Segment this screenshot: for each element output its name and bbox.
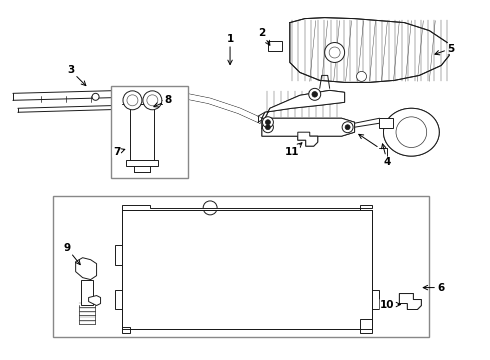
Polygon shape [162,92,262,123]
Polygon shape [360,319,371,333]
Polygon shape [115,245,122,265]
Text: 1: 1 [226,33,234,64]
Polygon shape [75,258,97,280]
Polygon shape [290,18,449,82]
Polygon shape [81,280,93,305]
Circle shape [143,91,162,110]
Text: 2: 2 [258,28,270,45]
Circle shape [325,42,344,62]
Polygon shape [130,104,154,162]
Polygon shape [122,328,130,333]
Circle shape [345,125,350,130]
Polygon shape [89,296,100,306]
Circle shape [342,122,353,133]
Circle shape [127,95,138,106]
Polygon shape [122,205,371,210]
Circle shape [203,201,217,215]
Text: 6: 6 [423,283,445,293]
Polygon shape [122,210,371,329]
Polygon shape [122,100,162,104]
Bar [379,118,393,128]
Circle shape [266,120,270,125]
Text: 8: 8 [154,95,172,107]
Text: 3: 3 [67,66,86,86]
Text: 9: 9 [63,243,80,265]
Text: 11: 11 [285,143,302,157]
Bar [268,41,282,50]
Polygon shape [262,118,355,136]
Circle shape [123,91,142,110]
Circle shape [263,122,273,133]
Bar [53,196,429,337]
Circle shape [92,93,99,100]
Text: 4: 4 [382,144,391,167]
Circle shape [266,125,270,130]
Text: 10: 10 [380,300,400,310]
Circle shape [147,95,158,106]
Circle shape [312,91,318,97]
Polygon shape [115,289,122,310]
Polygon shape [262,90,344,118]
Polygon shape [298,132,318,146]
Polygon shape [399,293,421,310]
Bar [111,86,188,178]
Text: 7: 7 [113,147,125,157]
Polygon shape [384,108,439,156]
Polygon shape [371,289,379,310]
Text: 5: 5 [435,44,455,55]
Circle shape [329,47,340,58]
Polygon shape [126,160,158,166]
Circle shape [263,117,273,128]
Circle shape [309,88,321,100]
Circle shape [396,117,427,148]
Circle shape [357,71,367,81]
Bar [122,210,371,329]
